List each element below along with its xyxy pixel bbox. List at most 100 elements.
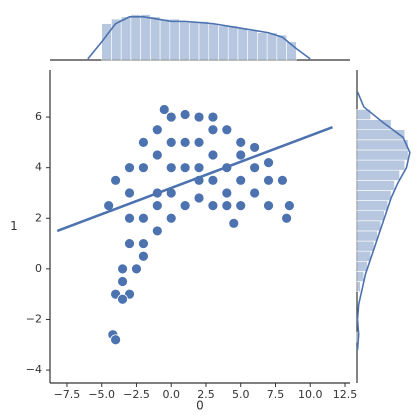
point bbox=[165, 111, 177, 123]
point bbox=[193, 136, 205, 148]
point bbox=[249, 142, 261, 153]
point bbox=[138, 212, 149, 224]
point bbox=[124, 212, 135, 224]
histogram-bar bbox=[159, 18, 171, 61]
point bbox=[193, 192, 205, 204]
point bbox=[207, 149, 219, 161]
histogram-bar bbox=[356, 200, 389, 211]
histogram-bar bbox=[150, 16, 161, 61]
point bbox=[151, 124, 163, 136]
y-tick-label: −4 bbox=[26, 363, 42, 376]
kde-line bbox=[356, 91, 411, 350]
point bbox=[110, 334, 122, 346]
point bbox=[235, 174, 247, 186]
histogram-bar bbox=[356, 190, 392, 201]
x-tick-label: −5.0 bbox=[88, 388, 115, 401]
histogram-bar bbox=[227, 25, 239, 61]
point bbox=[124, 162, 135, 174]
point bbox=[221, 200, 233, 212]
point bbox=[221, 187, 233, 199]
point bbox=[124, 238, 135, 249]
histogram-bar bbox=[237, 27, 248, 61]
point bbox=[165, 136, 177, 148]
point bbox=[281, 212, 293, 224]
histogram-bar bbox=[198, 21, 210, 61]
histogram-bar bbox=[208, 23, 219, 61]
point bbox=[165, 162, 177, 174]
histogram-bar bbox=[120, 16, 132, 61]
point bbox=[207, 174, 219, 186]
point bbox=[158, 104, 170, 115]
x-tick-label: 2.5 bbox=[197, 388, 215, 401]
point bbox=[235, 149, 247, 161]
point bbox=[110, 174, 122, 186]
y-axis-label: 1 bbox=[10, 219, 18, 233]
point bbox=[117, 276, 128, 287]
histogram-bar bbox=[356, 159, 406, 171]
histogram-bar bbox=[257, 32, 268, 61]
point bbox=[151, 200, 163, 212]
histogram-bar bbox=[247, 30, 258, 61]
y-tick-label: 4 bbox=[35, 161, 42, 174]
histogram-bar bbox=[266, 32, 278, 61]
histogram-bar bbox=[356, 220, 382, 232]
histogram-bar bbox=[179, 21, 190, 61]
point bbox=[283, 200, 295, 212]
y-tick-label: 0 bbox=[35, 262, 42, 275]
point bbox=[249, 162, 261, 174]
point bbox=[228, 217, 240, 229]
point bbox=[117, 263, 128, 275]
histogram-bar bbox=[356, 109, 371, 120]
regression-line bbox=[56, 126, 333, 233]
histogram-bar bbox=[111, 18, 122, 61]
point bbox=[151, 225, 163, 237]
point bbox=[179, 200, 191, 212]
histogram-bar bbox=[356, 149, 409, 161]
point bbox=[179, 136, 191, 148]
histogram-bar bbox=[356, 169, 400, 181]
kde-line bbox=[87, 16, 311, 60]
histogram-bar bbox=[356, 281, 361, 292]
x-tick-label: −7.5 bbox=[54, 388, 81, 401]
histogram-bar bbox=[356, 260, 368, 272]
x-tick-label: −2.5 bbox=[123, 388, 150, 401]
histogram-bar bbox=[356, 139, 409, 151]
histogram-bar bbox=[169, 18, 180, 61]
y-tick-label: 6 bbox=[35, 110, 42, 123]
histogram-bar bbox=[356, 129, 406, 141]
histogram-bar bbox=[356, 119, 392, 131]
point bbox=[138, 250, 149, 262]
point bbox=[179, 109, 191, 120]
y-tick-label: −2 bbox=[26, 312, 42, 325]
point bbox=[263, 200, 274, 212]
histogram-bar bbox=[101, 23, 112, 61]
point bbox=[207, 111, 219, 123]
point bbox=[207, 200, 219, 212]
point bbox=[193, 111, 205, 123]
point bbox=[193, 162, 205, 174]
point bbox=[138, 238, 149, 249]
x-axis-label: 0 bbox=[196, 399, 204, 413]
histogram-bar bbox=[356, 210, 385, 222]
histogram-bar bbox=[188, 21, 200, 61]
point bbox=[179, 162, 191, 174]
point bbox=[221, 124, 233, 136]
histogram-bar bbox=[140, 14, 151, 61]
point bbox=[263, 157, 274, 169]
point bbox=[249, 187, 261, 199]
point bbox=[151, 149, 163, 161]
histogram-bar bbox=[218, 25, 229, 61]
x-tick-label: 7.5 bbox=[267, 388, 285, 401]
point bbox=[165, 212, 177, 224]
point bbox=[138, 162, 149, 174]
y-tick-label: 2 bbox=[35, 211, 42, 224]
histogram-bar bbox=[286, 41, 297, 61]
point bbox=[124, 187, 135, 199]
point bbox=[277, 174, 288, 186]
point bbox=[235, 136, 247, 148]
point bbox=[117, 293, 128, 305]
x-tick-label: 5.0 bbox=[232, 388, 250, 401]
x-tick-label: 10.0 bbox=[298, 388, 323, 401]
histogram-bar bbox=[356, 250, 371, 262]
